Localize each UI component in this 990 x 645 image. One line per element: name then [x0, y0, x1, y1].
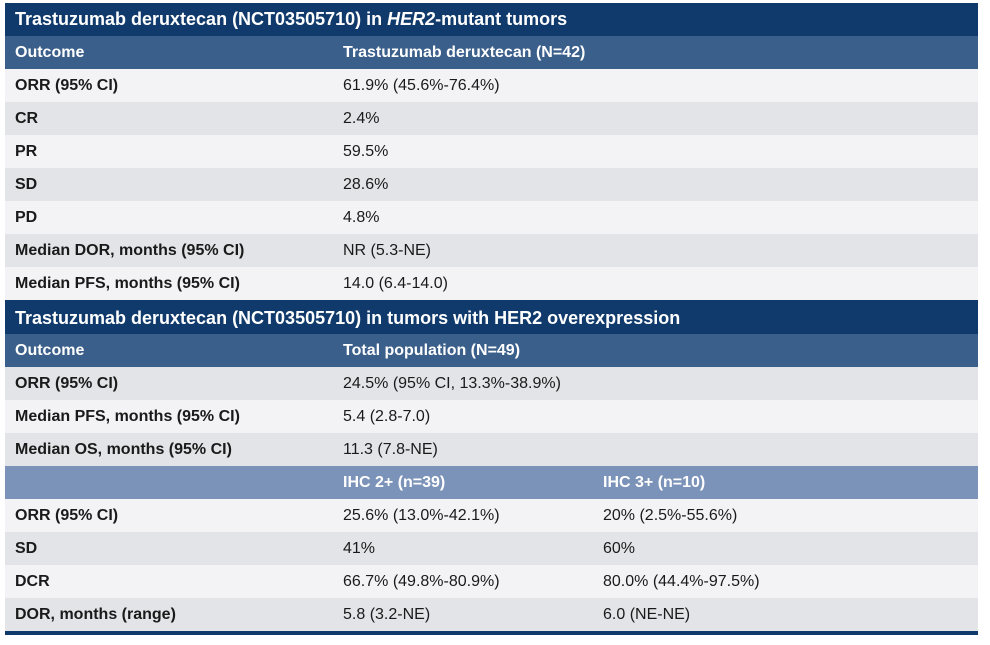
- row-label: ORR (95% CI): [15, 374, 119, 392]
- table-row: SD 41% 60%: [5, 532, 978, 565]
- section2-header-population: Total population (N=49): [343, 341, 521, 359]
- row-value: NR (5.3-NE): [343, 241, 432, 259]
- row-ihc2-value: 66.7% (49.8%-80.9%): [343, 572, 500, 590]
- row-ihc3-value: 80.0% (44.4%-97.5%): [603, 572, 760, 590]
- row-value: 59.5%: [343, 142, 389, 160]
- table-row: ORR (95% CI) 61.9% (45.6%-76.4%): [5, 69, 978, 102]
- section2-header-row: Outcome Total population (N=49): [5, 334, 978, 367]
- row-value: 28.6%: [343, 175, 389, 193]
- section1-title-prefix: Trastuzumab deruxtecan (NCT03505710) in: [15, 9, 383, 29]
- row-value: 11.3 (7.8-NE): [343, 440, 438, 458]
- section1-header-outcome: Outcome: [15, 43, 85, 61]
- row-label: DOR, months (range): [15, 605, 176, 623]
- table-row: ORR (95% CI) 25.6% (13.0%-42.1%) 20% (2.5%…: [5, 499, 978, 532]
- row-label: PD: [15, 208, 38, 226]
- row-label: CR: [15, 109, 39, 127]
- table-row: Median OS, months (95% CI) 11.3 (7.8-NE): [5, 433, 978, 466]
- table-row: Median PFS, months (95% CI) 5.4 (2.8-7.0): [5, 400, 978, 433]
- section1-title-suffix: -mutant tumors: [435, 9, 568, 29]
- row-label: ORR (95% CI): [15, 506, 119, 524]
- row-value: 24.5% (95% CI, 13.3%-38.9%): [343, 374, 561, 392]
- row-label: PR: [15, 142, 38, 160]
- section2-subgroup-body: ORR (95% CI) 25.6% (13.0%-42.1%) 20% (2.5%…: [5, 499, 978, 631]
- table-row: Median PFS, months (95% CI) 14.0 (6.4-14.…: [5, 267, 978, 300]
- row-ihc3-value: 20% (2.5%-55.6%): [603, 506, 738, 524]
- section1-title: Trastuzumab deruxtecan (NCT03505710) in …: [5, 3, 978, 36]
- row-label: Median OS, months (95% CI): [15, 440, 232, 458]
- row-label: Median PFS, months (95% CI): [15, 274, 240, 292]
- section2-header-outcome: Outcome: [15, 341, 85, 359]
- row-ihc3-value: 6.0 (NE-NE): [603, 605, 691, 623]
- row-ihc2-value: 25.6% (13.0%-42.1%): [343, 506, 500, 524]
- outcomes-table: Trastuzumab deruxtecan (NCT03505710) in …: [5, 3, 978, 635]
- subheader-ihc3: IHC 3+ (n=10): [603, 473, 706, 491]
- section1-title-gene: HER2: [387, 9, 436, 29]
- table-row: CR 2.4%: [5, 102, 978, 135]
- table-row: ORR (95% CI) 24.5% (95% CI, 13.3%-38.9%): [5, 367, 978, 400]
- row-ihc2-value: 41%: [343, 539, 376, 557]
- table-bottom-rule: [5, 631, 978, 635]
- row-label: SD: [15, 175, 38, 193]
- row-label: Median PFS, months (95% CI): [15, 407, 240, 425]
- row-label: Median DOR, months (95% CI): [15, 241, 245, 259]
- row-value: 14.0 (6.4-14.0): [343, 274, 448, 292]
- row-label: DCR: [15, 572, 50, 590]
- table-row: Median DOR, months (95% CI) NR (5.3-NE): [5, 234, 978, 267]
- section2-body: ORR (95% CI) 24.5% (95% CI, 13.3%-38.9%) M…: [5, 367, 978, 466]
- table-row: SD 28.6%: [5, 168, 978, 201]
- row-value: 2.4%: [343, 109, 380, 127]
- section2-title: Trastuzumab deruxtecan (NCT03505710) in …: [5, 300, 978, 334]
- row-ihc2-value: 5.8 (3.2-NE): [343, 605, 431, 623]
- row-value: 5.4 (2.8-7.0): [343, 407, 431, 425]
- section1-body: ORR (95% CI) 61.9% (45.6%-76.4%) CR 2.4% PR 5…: [5, 69, 978, 300]
- row-label: SD: [15, 539, 38, 557]
- section2-subheader-row: IHC 2+ (n=39) IHC 3+ (n=10): [5, 466, 978, 499]
- table-row: PD 4.8%: [5, 201, 978, 234]
- subheader-ihc2: IHC 2+ (n=39): [343, 473, 446, 491]
- row-value: 4.8%: [343, 208, 380, 226]
- table-row: DCR 66.7% (49.8%-80.9%) 80.0% (44.4%-97.5%…: [5, 565, 978, 598]
- row-label: ORR (95% CI): [15, 76, 119, 94]
- row-ihc3-value: 60%: [603, 539, 636, 557]
- table-row: DOR, months (range) 5.8 (3.2-NE) 6.0 (NE-N…: [5, 598, 978, 631]
- section1-header-arm: Trastuzumab deruxtecan (N=42): [343, 43, 586, 61]
- table-row: PR 59.5%: [5, 135, 978, 168]
- row-value: 61.9% (45.6%-76.4%): [343, 76, 500, 94]
- section1-header-row: Outcome Trastuzumab deruxtecan (N=42): [5, 36, 978, 69]
